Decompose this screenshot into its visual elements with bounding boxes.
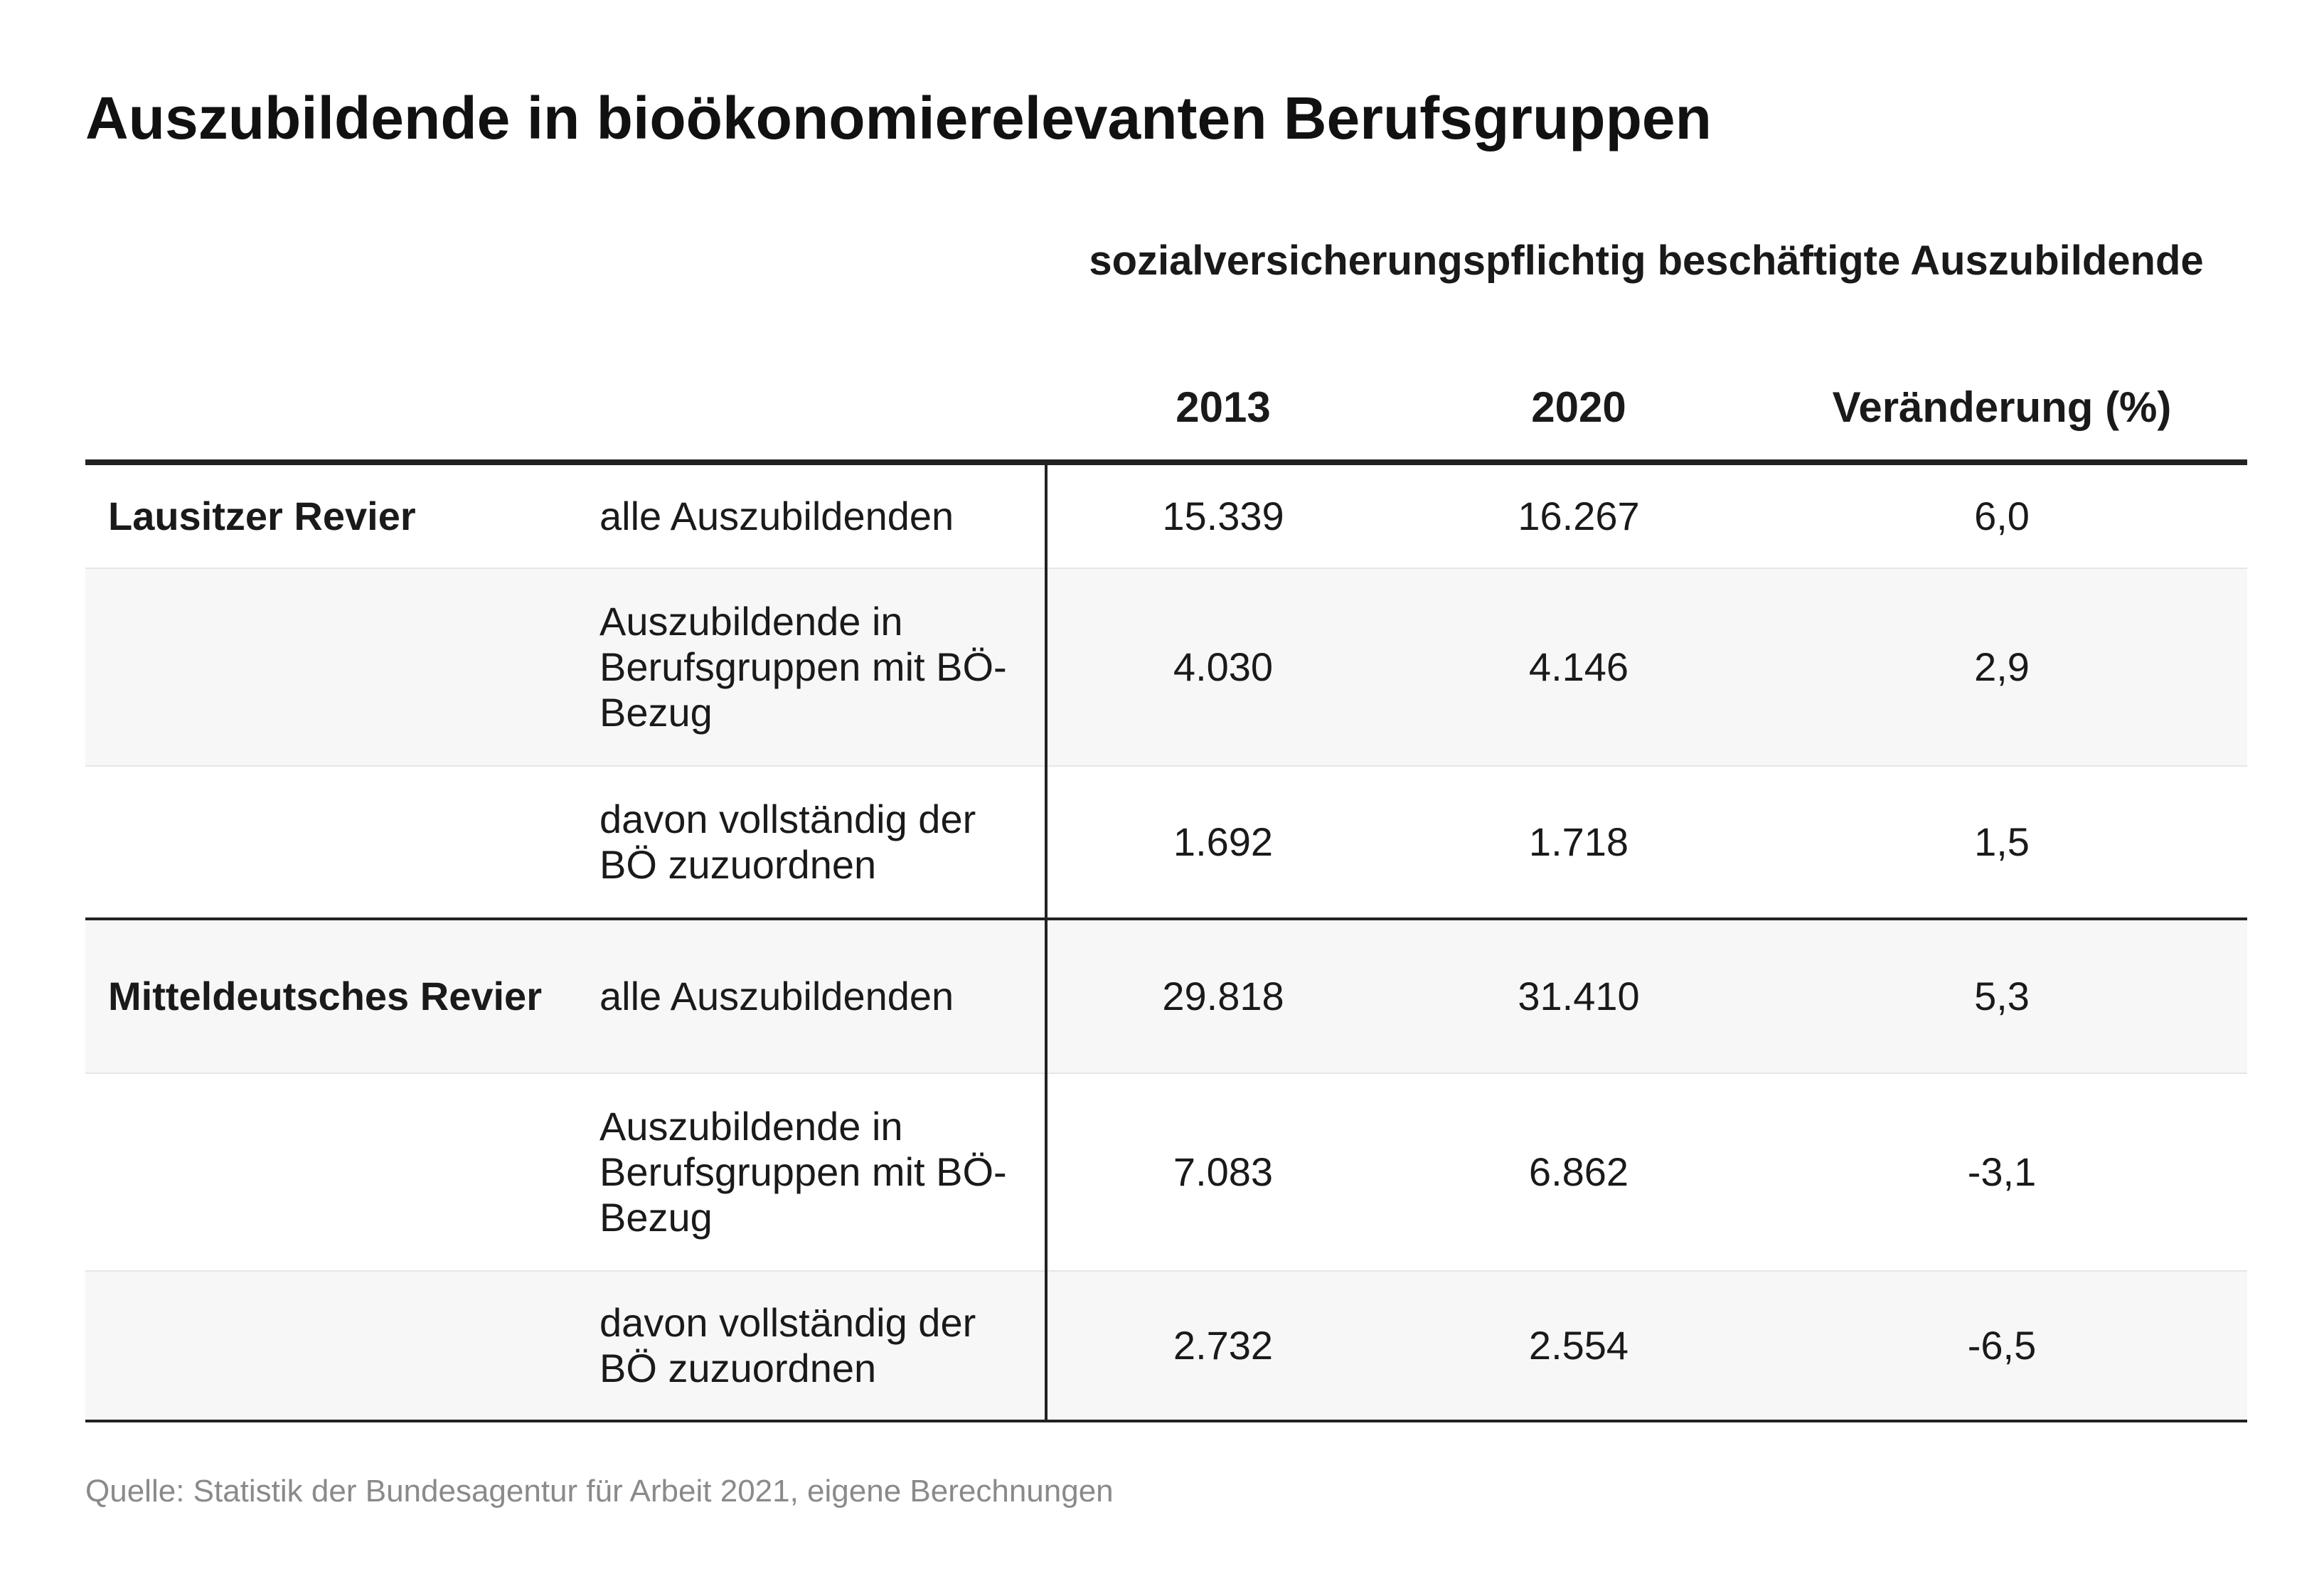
group-header: sozialversicherungspflichtig beschäftigt… xyxy=(1089,238,2204,284)
value-2013: 4.030 xyxy=(1173,644,1274,689)
column-header-change: Veränderung (%) xyxy=(1832,383,2172,431)
source-note: Quelle: Statistik der Bundesagentur für … xyxy=(85,1474,1114,1509)
chart-title: Auszubildende in bioökonomierelevanten B… xyxy=(85,85,1712,151)
column-header-2013: 2013 xyxy=(1176,383,1271,431)
value-change: 5,3 xyxy=(1974,974,2030,1018)
table-row: Auszubildende in Berufsgruppen mit BÖ-Be… xyxy=(85,1074,2247,1272)
column-header-2020: 2020 xyxy=(1531,383,1626,431)
value-2020: 31.410 xyxy=(1518,974,1640,1018)
region-label xyxy=(108,1272,549,1420)
value-2020: 2.554 xyxy=(1528,1323,1629,1368)
value-2020: 6.862 xyxy=(1528,1149,1629,1194)
value-2013: 29.818 xyxy=(1162,974,1284,1018)
value-2013: 2.732 xyxy=(1173,1323,1274,1368)
region-label xyxy=(108,569,549,765)
table-row: davon vollständig der BÖ zuzuordnen 2.73… xyxy=(85,1272,2247,1420)
value-2020: 4.146 xyxy=(1528,644,1629,689)
table-row: davon vollständig der BÖ zuzuordnen 1.69… xyxy=(85,767,2247,917)
row-label: davon vollständig der BÖ zuzuordnen xyxy=(599,1300,976,1390)
value-change: 6,0 xyxy=(1974,494,2030,538)
table-row: Mitteldeutsches Revier alle Auszubildend… xyxy=(85,920,2247,1074)
row-label: Auszubildende in Berufsgruppen mit BÖ-Be… xyxy=(599,599,1007,735)
value-change: 1,5 xyxy=(1974,819,2030,864)
value-change: -6,5 xyxy=(1967,1323,2037,1368)
region-label xyxy=(108,1074,549,1270)
value-change: -3,1 xyxy=(1967,1149,2037,1194)
region-label xyxy=(108,767,549,917)
row-label: Auszubildende in Berufsgruppen mit BÖ-Be… xyxy=(599,1104,1007,1240)
table-row: Lausitzer Revier alle Auszubildenden 15.… xyxy=(85,465,2247,569)
table-top-rule xyxy=(85,459,2247,465)
row-label: alle Auszubildenden xyxy=(599,494,954,538)
region-label: Lausitzer Revier xyxy=(108,494,416,538)
value-2020: 16.267 xyxy=(1518,494,1640,538)
value-2013: 15.339 xyxy=(1162,494,1284,538)
region-separator-rule xyxy=(85,917,2247,920)
table-row: Auszubildende in Berufsgruppen mit BÖ-Be… xyxy=(85,569,2247,767)
table-bottom-rule xyxy=(85,1420,2247,1422)
region-label: Mitteldeutsches Revier xyxy=(108,974,542,1018)
column-divider xyxy=(1045,465,1048,1420)
value-change: 2,9 xyxy=(1974,644,2030,689)
row-label: davon vollständig der BÖ zuzuordnen xyxy=(599,797,976,887)
row-label: alle Auszubildenden xyxy=(599,974,954,1018)
value-2013: 1.692 xyxy=(1173,819,1274,864)
value-2013: 7.083 xyxy=(1173,1149,1274,1194)
value-2020: 1.718 xyxy=(1528,819,1629,864)
